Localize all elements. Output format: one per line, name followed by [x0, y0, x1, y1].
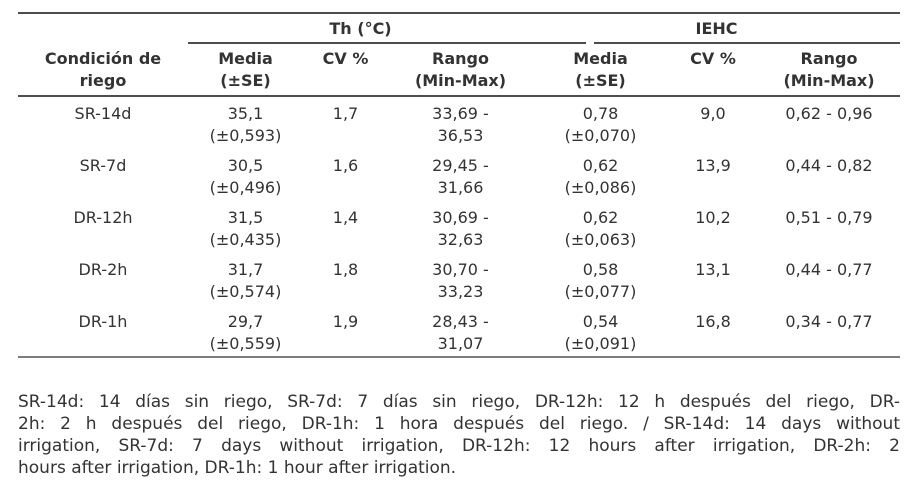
cell-iehc-cv: 13,1: [695, 260, 731, 279]
cell-iehc-media: 0,54 (±0,091): [564, 312, 637, 353]
footnote: SR-14d: 14 días sin riego, SR-7d: 7 días…: [18, 391, 900, 479]
header-bottom-rule: [18, 95, 900, 97]
cell-th-media: 31,5 (±0,435): [209, 208, 282, 249]
table-row: DR-2h 31,7 (±0,574) 1,8 30,70 - 33,23 0,…: [18, 252, 900, 304]
cell-th-media: 35,1 (±0,593): [209, 104, 282, 145]
cell-iehc-range: 0,51 - 0,79: [785, 208, 873, 227]
group-header-iehc: IEHC: [695, 19, 738, 38]
column-header-th-media: Media (±SE): [218, 49, 273, 90]
cell-iehc-cv: 9,0: [700, 104, 726, 123]
column-header-iehc-rango: Rango (Min-Max): [783, 49, 875, 90]
table-row: SR-14d 35,1 (±0,593) 1,7 33,69 - 36,53 0…: [18, 96, 900, 148]
footnote-line: hours after irrigation, DR-1h: 1 hour af…: [18, 458, 457, 478]
footnote-line: irrigation, SR-7d: 7 days without irriga…: [18, 436, 900, 456]
row-label: DR-1h: [78, 312, 128, 331]
row-label: DR-2h: [78, 260, 128, 279]
cell-iehc-media: 0,62 (±0,063): [564, 208, 637, 249]
cell-iehc-cv: 10,2: [695, 208, 731, 227]
cell-th-cv: 1,6: [332, 156, 359, 175]
group-iehc-underline: [594, 42, 900, 44]
cell-th-media: 29,7 (±0,559): [209, 312, 282, 353]
table-row: SR-7d 30,5 (±0,496) 1,6 29,45 - 31,66 0,…: [18, 148, 900, 200]
cell-th-media: 31,7 (±0,574): [209, 260, 282, 301]
row-label: SR-14d: [74, 104, 132, 123]
footnote-line: 2h: 2 h después del riego, DR-1h: 1 hora…: [18, 414, 900, 434]
cell-th-cv: 1,8: [332, 260, 359, 279]
cell-iehc-cv: 16,8: [695, 312, 731, 331]
column-header-th-rango: Rango (Min-Max): [414, 49, 507, 90]
group-th-underline: [188, 42, 586, 44]
cell-iehc-range: 0,44 - 0,82: [785, 156, 873, 175]
cell-th-cv: 1,4: [332, 208, 359, 227]
cell-th-range: 33,69 - 36,53: [432, 104, 489, 145]
group-header-th: Th (°C): [329, 19, 392, 38]
cell-th-range: 30,69 - 32,63: [432, 208, 489, 249]
table-row: DR-12h 31,5 (±0,435) 1,4 30,69 - 32,63 0…: [18, 200, 900, 252]
cell-iehc-media: 0,58 (±0,077): [564, 260, 637, 301]
cell-th-cv: 1,7: [332, 104, 359, 123]
table-top-rule: [18, 12, 900, 14]
column-header-th-cv: CV %: [322, 49, 369, 68]
group-header-empty: [18, 14, 188, 43]
cell-th-range: 28,43 - 31,07: [432, 312, 489, 353]
cell-iehc-range: 0,62 - 0,96: [785, 104, 873, 123]
cell-iehc-media: 0,62 (±0,086): [564, 156, 637, 197]
table-bottom-rule: [18, 356, 900, 358]
cell-iehc-media: 0,78 (±0,070): [564, 104, 637, 145]
cell-iehc-range: 0,44 - 0,77: [785, 260, 873, 279]
table-row: DR-1h 29,7 (±0,559) 1,9 28,43 - 31,07 0,…: [18, 304, 900, 356]
results-table: Th (°C) IEHC Condición de riego Media (±…: [18, 14, 900, 356]
cell-th-range: 30,70 - 33,23: [432, 260, 489, 301]
column-header-iehc-media: Media (±SE): [573, 49, 628, 90]
cell-th-range: 29,45 - 31,66: [432, 156, 489, 197]
row-label: SR-7d: [79, 156, 127, 175]
row-label: DR-12h: [73, 208, 133, 227]
cell-th-media: 30,5 (±0,496): [209, 156, 282, 197]
cell-iehc-cv: 13,9: [695, 156, 731, 175]
footnote-line: SR-14d: 14 días sin riego, SR-7d: 7 días…: [18, 392, 900, 412]
cell-th-cv: 1,9: [332, 312, 359, 331]
column-header-iehc-cv: CV %: [690, 49, 736, 68]
cell-iehc-range: 0,34 - 0,77: [785, 312, 873, 331]
column-header-condicion: Condición de riego: [44, 49, 162, 90]
